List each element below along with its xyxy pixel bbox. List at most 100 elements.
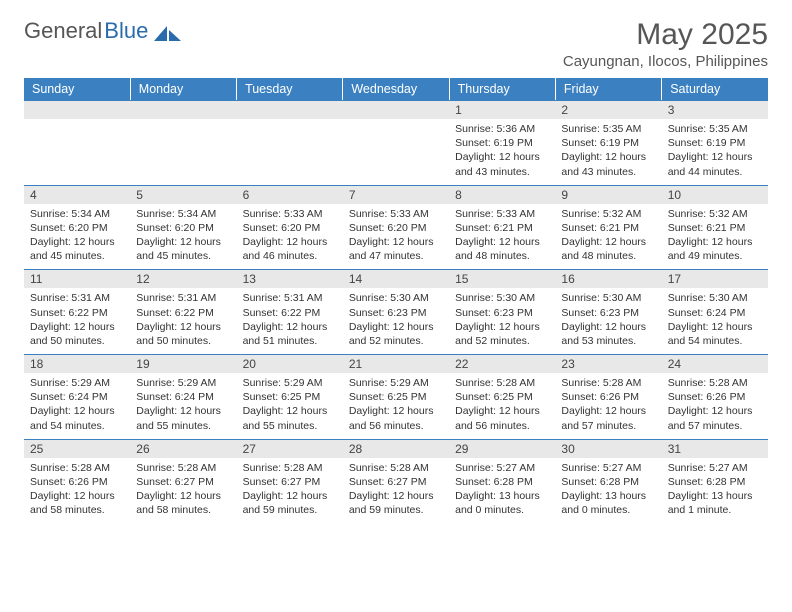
- calendar-cell: 22Sunrise: 5:28 AMSunset: 6:25 PMDayligh…: [449, 354, 555, 439]
- sunrise-line: Sunrise: 5:28 AM: [561, 376, 655, 390]
- day-details: Sunrise: 5:27 AMSunset: 6:28 PMDaylight:…: [449, 458, 555, 524]
- sunset-line: Sunset: 6:24 PM: [136, 390, 230, 404]
- sunrise-line: Sunrise: 5:34 AM: [30, 207, 124, 221]
- sunrise-line: Sunrise: 5:34 AM: [136, 207, 230, 221]
- day-details: Sunrise: 5:30 AMSunset: 6:23 PMDaylight:…: [343, 288, 449, 354]
- day-details: Sunrise: 5:29 AMSunset: 6:25 PMDaylight:…: [237, 373, 343, 439]
- day-details: Sunrise: 5:34 AMSunset: 6:20 PMDaylight:…: [130, 204, 236, 270]
- day-details: Sunrise: 5:33 AMSunset: 6:20 PMDaylight:…: [237, 204, 343, 270]
- sunset-line: Sunset: 6:20 PM: [243, 221, 337, 235]
- day-details: Sunrise: 5:32 AMSunset: 6:21 PMDaylight:…: [555, 204, 661, 270]
- sunset-line: Sunset: 6:24 PM: [30, 390, 124, 404]
- day-details: Sunrise: 5:34 AMSunset: 6:20 PMDaylight:…: [24, 204, 130, 270]
- day-details: Sunrise: 5:28 AMSunset: 6:25 PMDaylight:…: [449, 373, 555, 439]
- day-number: 27: [237, 440, 343, 458]
- calendar-cell: 20Sunrise: 5:29 AMSunset: 6:25 PMDayligh…: [237, 354, 343, 439]
- sunset-line: Sunset: 6:28 PM: [668, 475, 762, 489]
- sunrise-line: Sunrise: 5:33 AM: [455, 207, 549, 221]
- daylight-line: Daylight: 12 hours and 48 minutes.: [561, 235, 655, 263]
- calendar-row: 4Sunrise: 5:34 AMSunset: 6:20 PMDaylight…: [24, 185, 768, 270]
- calendar-row: 18Sunrise: 5:29 AMSunset: 6:24 PMDayligh…: [24, 354, 768, 439]
- day-number: 1: [449, 101, 555, 119]
- day-details: Sunrise: 5:30 AMSunset: 6:24 PMDaylight:…: [662, 288, 768, 354]
- sunset-line: Sunset: 6:25 PM: [349, 390, 443, 404]
- day-number: 8: [449, 186, 555, 204]
- calendar-cell: 30Sunrise: 5:27 AMSunset: 6:28 PMDayligh…: [555, 439, 661, 524]
- weekday-header: Wednesday: [343, 78, 449, 100]
- day-number: 16: [555, 270, 661, 288]
- calendar-table: SundayMondayTuesdayWednesdayThursdayFrid…: [24, 78, 768, 523]
- day-number: 14: [343, 270, 449, 288]
- weekday-row: SundayMondayTuesdayWednesdayThursdayFrid…: [24, 78, 768, 100]
- sunrise-line: Sunrise: 5:30 AM: [455, 291, 549, 305]
- calendar-cell: 18Sunrise: 5:29 AMSunset: 6:24 PMDayligh…: [24, 354, 130, 439]
- day-number: 29: [449, 440, 555, 458]
- calendar-cell: 17Sunrise: 5:30 AMSunset: 6:24 PMDayligh…: [662, 269, 768, 354]
- sunrise-line: Sunrise: 5:36 AM: [455, 122, 549, 136]
- calendar-cell: 16Sunrise: 5:30 AMSunset: 6:23 PMDayligh…: [555, 269, 661, 354]
- day-details: Sunrise: 5:28 AMSunset: 6:26 PMDaylight:…: [662, 373, 768, 439]
- weekday-header: Saturday: [662, 78, 768, 100]
- day-details: Sunrise: 5:35 AMSunset: 6:19 PMDaylight:…: [555, 119, 661, 185]
- calendar-cell: 19Sunrise: 5:29 AMSunset: 6:24 PMDayligh…: [130, 354, 236, 439]
- daylight-line: Daylight: 12 hours and 43 minutes.: [455, 150, 549, 178]
- day-details: Sunrise: 5:28 AMSunset: 6:27 PMDaylight:…: [237, 458, 343, 524]
- weekday-header: Sunday: [24, 78, 130, 100]
- sunrise-line: Sunrise: 5:33 AM: [349, 207, 443, 221]
- day-number: 12: [130, 270, 236, 288]
- sunset-line: Sunset: 6:27 PM: [349, 475, 443, 489]
- daylight-line: Daylight: 12 hours and 59 minutes.: [349, 489, 443, 517]
- day-number: 22: [449, 355, 555, 373]
- sunset-line: Sunset: 6:23 PM: [349, 306, 443, 320]
- sunrise-line: Sunrise: 5:29 AM: [30, 376, 124, 390]
- sunset-line: Sunset: 6:24 PM: [668, 306, 762, 320]
- sunset-line: Sunset: 6:23 PM: [561, 306, 655, 320]
- calendar-cell: 4Sunrise: 5:34 AMSunset: 6:20 PMDaylight…: [24, 185, 130, 270]
- sunrise-line: Sunrise: 5:28 AM: [349, 461, 443, 475]
- sunrise-line: Sunrise: 5:28 AM: [455, 376, 549, 390]
- calendar-row: 25Sunrise: 5:28 AMSunset: 6:26 PMDayligh…: [24, 439, 768, 524]
- sunrise-line: Sunrise: 5:28 AM: [668, 376, 762, 390]
- sunset-line: Sunset: 6:20 PM: [30, 221, 124, 235]
- daylight-line: Daylight: 13 hours and 0 minutes.: [455, 489, 549, 517]
- day-number: 4: [24, 186, 130, 204]
- sunset-line: Sunset: 6:22 PM: [136, 306, 230, 320]
- calendar-cell-empty: [237, 100, 343, 185]
- day-number: 31: [662, 440, 768, 458]
- day-details: Sunrise: 5:28 AMSunset: 6:27 PMDaylight:…: [343, 458, 449, 524]
- sunset-line: Sunset: 6:19 PM: [668, 136, 762, 150]
- daylight-line: Daylight: 12 hours and 53 minutes.: [561, 320, 655, 348]
- title-block: May 2025 Cayungnan, Ilocos, Philippines: [563, 18, 768, 70]
- calendar-cell: 21Sunrise: 5:29 AMSunset: 6:25 PMDayligh…: [343, 354, 449, 439]
- sunrise-line: Sunrise: 5:35 AM: [561, 122, 655, 136]
- sunset-line: Sunset: 6:20 PM: [136, 221, 230, 235]
- sunrise-line: Sunrise: 5:27 AM: [668, 461, 762, 475]
- calendar-cell: 23Sunrise: 5:28 AMSunset: 6:26 PMDayligh…: [555, 354, 661, 439]
- calendar-cell: 2Sunrise: 5:35 AMSunset: 6:19 PMDaylight…: [555, 100, 661, 185]
- daylight-line: Daylight: 12 hours and 51 minutes.: [243, 320, 337, 348]
- sunrise-line: Sunrise: 5:31 AM: [30, 291, 124, 305]
- daylight-line: Daylight: 12 hours and 55 minutes.: [136, 404, 230, 432]
- page-subtitle: Cayungnan, Ilocos, Philippines: [563, 53, 768, 70]
- calendar-cell: 9Sunrise: 5:32 AMSunset: 6:21 PMDaylight…: [555, 185, 661, 270]
- calendar-cell: 26Sunrise: 5:28 AMSunset: 6:27 PMDayligh…: [130, 439, 236, 524]
- sunset-line: Sunset: 6:22 PM: [30, 306, 124, 320]
- sunset-line: Sunset: 6:28 PM: [455, 475, 549, 489]
- daylight-line: Daylight: 12 hours and 57 minutes.: [668, 404, 762, 432]
- calendar-cell: 5Sunrise: 5:34 AMSunset: 6:20 PMDaylight…: [130, 185, 236, 270]
- sunset-line: Sunset: 6:19 PM: [455, 136, 549, 150]
- day-number: 19: [130, 355, 236, 373]
- calendar-cell: 6Sunrise: 5:33 AMSunset: 6:20 PMDaylight…: [237, 185, 343, 270]
- daylight-line: Daylight: 12 hours and 56 minutes.: [455, 404, 549, 432]
- sunset-line: Sunset: 6:26 PM: [561, 390, 655, 404]
- daylight-line: Daylight: 12 hours and 56 minutes.: [349, 404, 443, 432]
- day-number: 17: [662, 270, 768, 288]
- daylight-line: Daylight: 12 hours and 59 minutes.: [243, 489, 337, 517]
- sunrise-line: Sunrise: 5:28 AM: [136, 461, 230, 475]
- sunrise-line: Sunrise: 5:28 AM: [243, 461, 337, 475]
- sunrise-line: Sunrise: 5:31 AM: [136, 291, 230, 305]
- calendar-cell-empty: [343, 100, 449, 185]
- day-number: 15: [449, 270, 555, 288]
- calendar-row: 1Sunrise: 5:36 AMSunset: 6:19 PMDaylight…: [24, 100, 768, 185]
- page: GeneralBlue May 2025 Cayungnan, Ilocos, …: [0, 0, 792, 535]
